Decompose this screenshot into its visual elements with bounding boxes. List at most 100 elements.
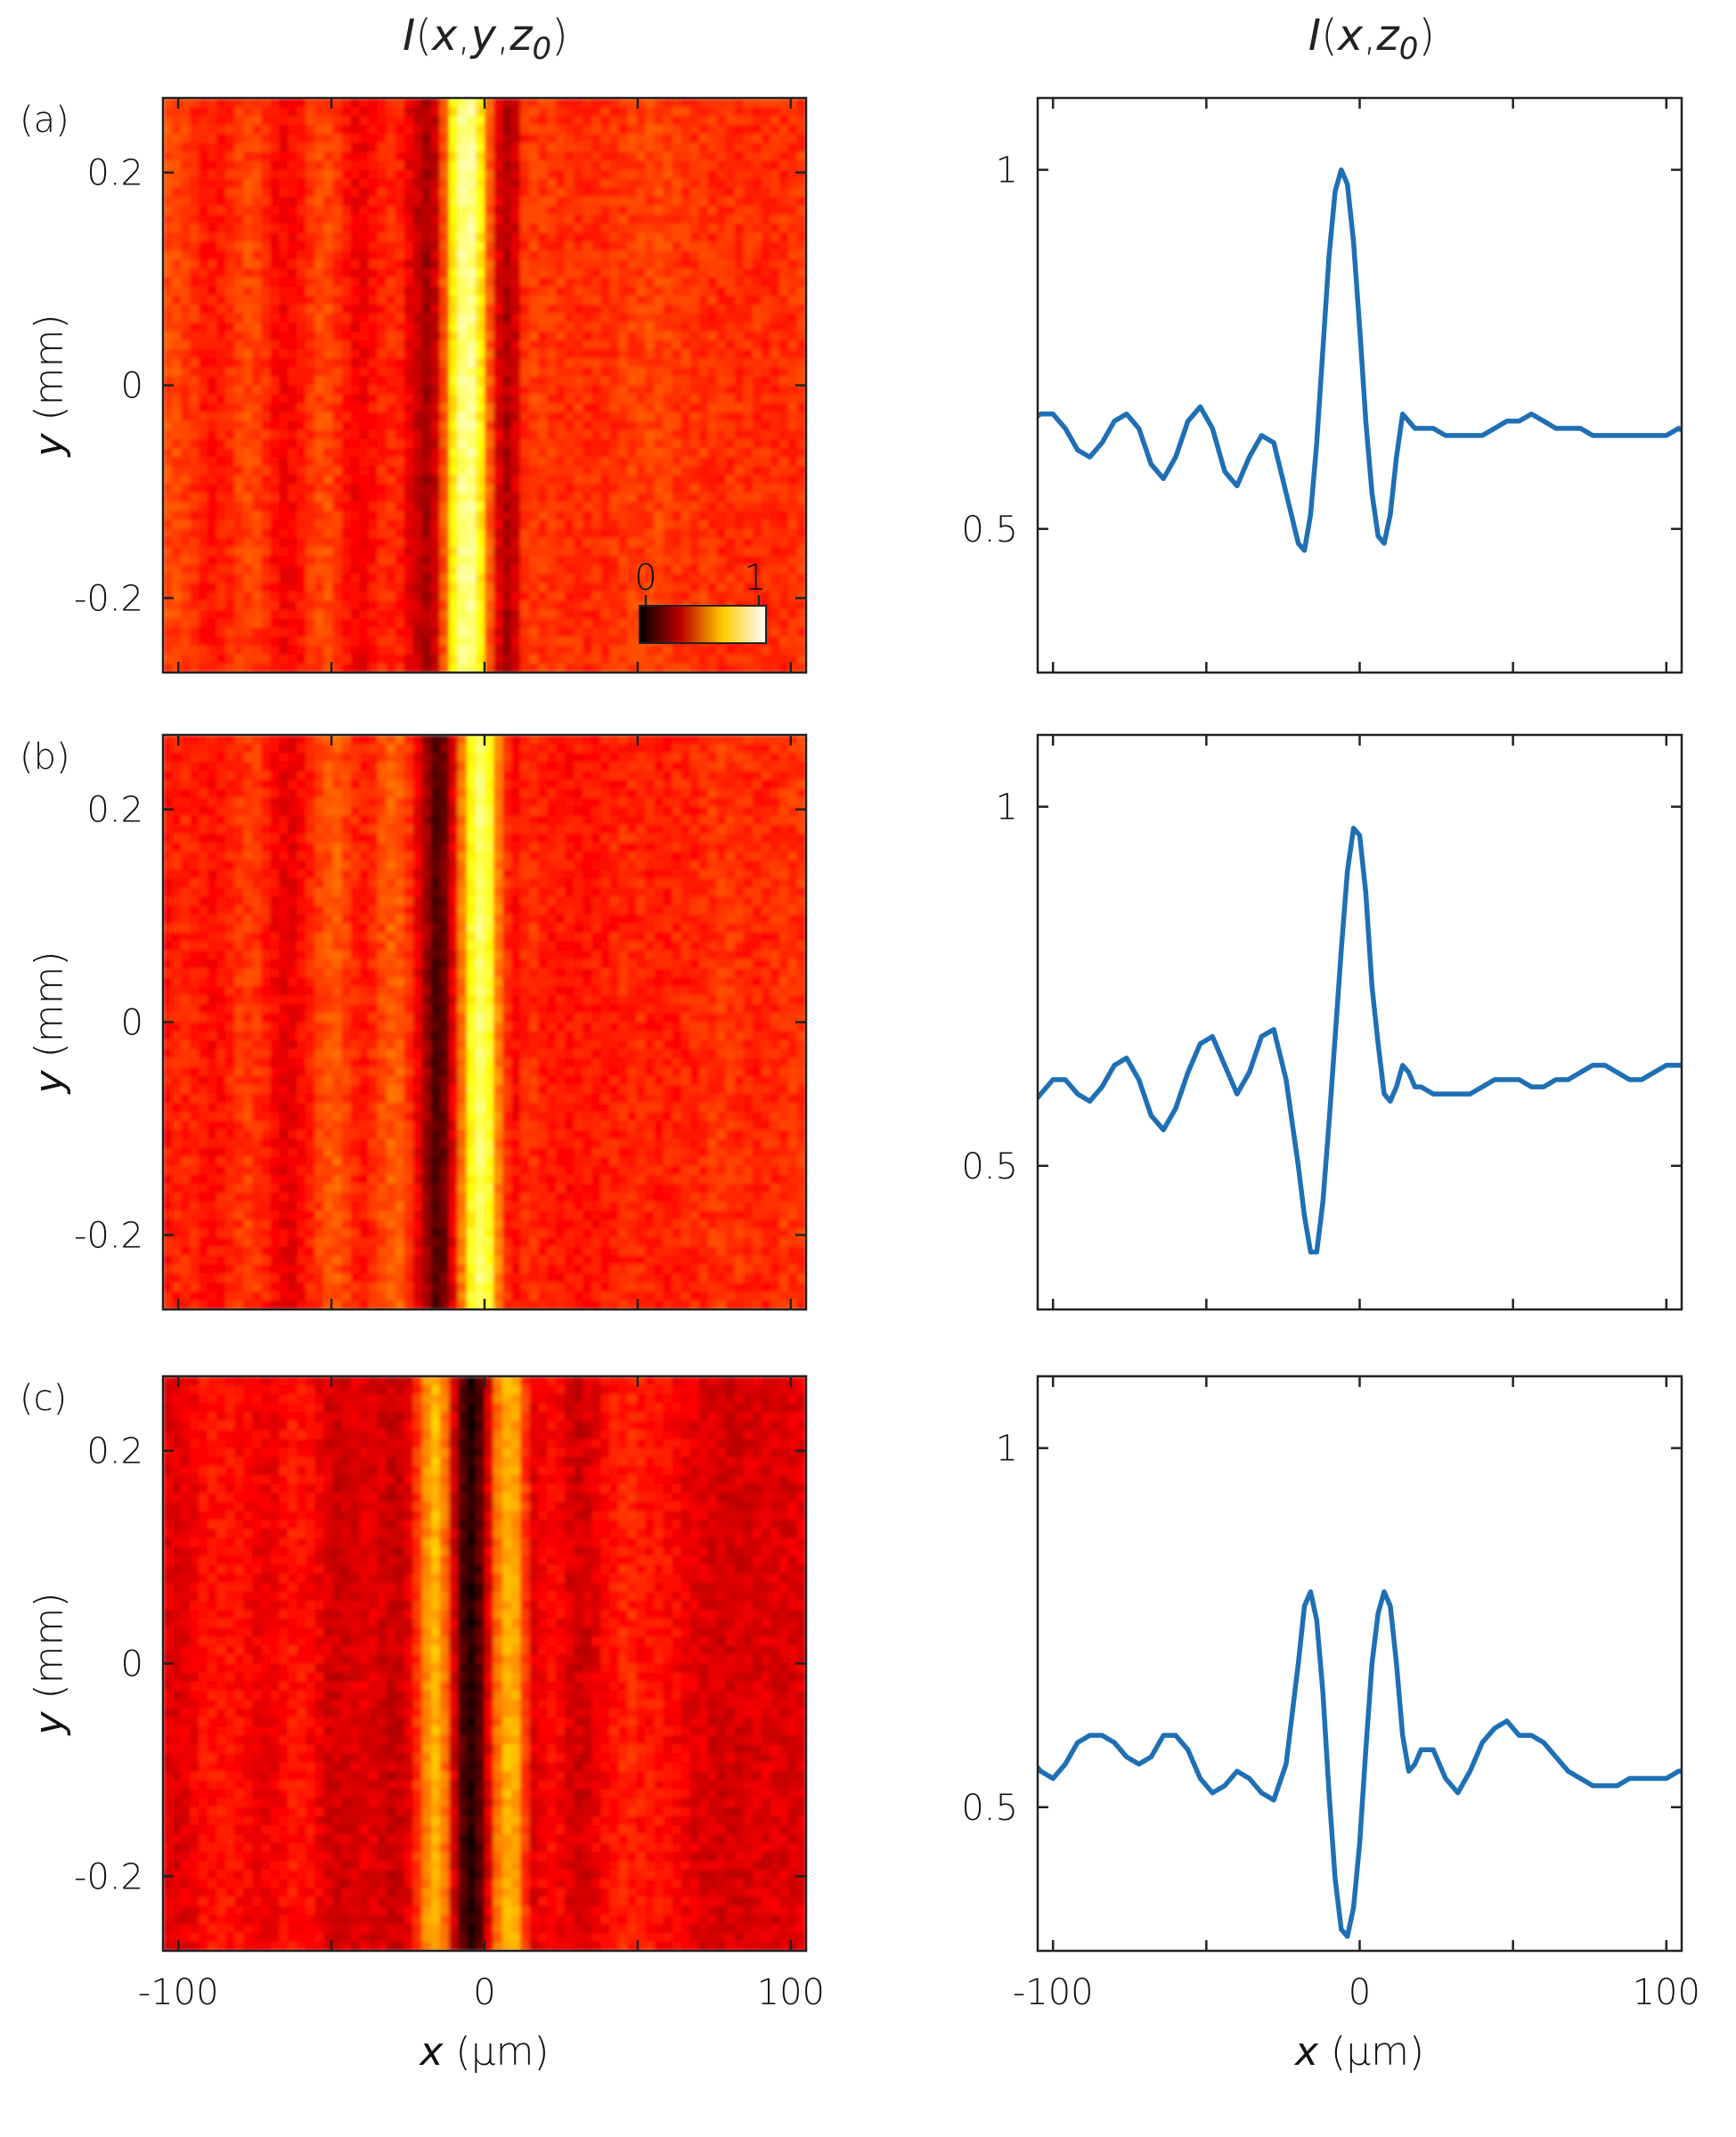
heatmap-cell bbox=[377, 241, 387, 251]
heatmap-cell bbox=[485, 286, 494, 297]
heatmap-cell bbox=[323, 519, 334, 530]
heatmap-cell bbox=[208, 448, 217, 458]
heatmap-cell bbox=[430, 331, 441, 341]
heatmap-cell bbox=[403, 636, 414, 647]
heatmap-cell bbox=[163, 277, 173, 288]
heatmap-cell bbox=[716, 116, 727, 126]
heatmap-cell bbox=[225, 420, 235, 431]
heatmap-cell bbox=[734, 429, 745, 440]
heatmap-cell bbox=[716, 205, 727, 216]
heatmap-cell bbox=[778, 304, 789, 314]
heatmap-cell bbox=[466, 268, 477, 279]
heatmap-cell bbox=[332, 178, 343, 189]
heatmap-cell bbox=[493, 537, 503, 548]
heatmap-cell bbox=[288, 224, 298, 233]
heatmap-cell bbox=[234, 475, 244, 485]
heatmap-cell bbox=[618, 349, 629, 359]
heatmap-cell bbox=[787, 376, 798, 387]
heatmap-cell bbox=[457, 636, 468, 647]
heatmap-cell bbox=[627, 412, 638, 422]
heatmap-cell bbox=[163, 1085, 173, 1095]
heatmap-cell bbox=[654, 313, 664, 323]
heatmap-cell bbox=[243, 169, 253, 180]
heatmap-cell bbox=[796, 241, 807, 251]
heatmap-cell bbox=[663, 98, 673, 108]
heatmap-cell bbox=[698, 295, 709, 306]
heatmap-cell bbox=[216, 349, 226, 359]
heatmap-cell bbox=[172, 367, 182, 378]
heatmap-cell bbox=[529, 250, 539, 261]
heatmap-cell bbox=[761, 322, 771, 332]
heatmap-cell bbox=[279, 107, 289, 117]
heatmap-cell bbox=[743, 340, 754, 350]
heatmap-cell bbox=[618, 358, 629, 368]
heatmap-cell bbox=[350, 143, 361, 153]
heatmap-cell bbox=[681, 268, 691, 279]
heatmap-cell bbox=[770, 528, 780, 539]
heatmap-cell bbox=[618, 224, 629, 233]
heatmap-cell bbox=[511, 457, 521, 467]
heatmap-cell bbox=[368, 583, 379, 592]
heatmap-cell bbox=[270, 134, 280, 143]
heatmap-cell bbox=[556, 187, 566, 198]
heatmap-cell bbox=[493, 367, 503, 378]
heatmap-cell bbox=[386, 187, 396, 198]
heatmap-cell bbox=[600, 160, 610, 171]
heatmap-cell bbox=[654, 224, 664, 233]
heatmap-cell bbox=[556, 205, 566, 216]
heatmap-cell bbox=[547, 98, 557, 108]
heatmap-cell bbox=[225, 107, 235, 117]
heatmap-cell bbox=[297, 116, 307, 126]
heatmap-cell bbox=[627, 627, 638, 638]
heatmap-cell bbox=[297, 349, 307, 359]
heatmap-cell bbox=[636, 385, 647, 396]
heatmap-cell bbox=[475, 259, 485, 270]
heatmap-cell bbox=[430, 187, 441, 198]
heatmap-cell bbox=[216, 636, 226, 647]
heatmap-cell bbox=[529, 457, 539, 467]
heatmap-cell bbox=[689, 331, 700, 341]
heatmap-cell bbox=[457, 116, 468, 126]
heatmap-cell bbox=[609, 574, 620, 583]
heatmap-cell bbox=[556, 546, 566, 557]
heatmap-cell bbox=[448, 268, 459, 279]
heatmap-cell bbox=[323, 583, 334, 592]
heatmap-cell bbox=[350, 232, 361, 242]
heatmap-cell bbox=[288, 340, 298, 350]
heatmap-cell bbox=[778, 457, 789, 467]
heatmap-cell bbox=[493, 116, 503, 126]
heatmap-cell bbox=[225, 565, 235, 575]
heatmap-cell bbox=[350, 268, 361, 279]
heatmap-cell bbox=[636, 304, 647, 314]
heatmap-cell bbox=[707, 322, 718, 332]
heatmap-cell bbox=[565, 232, 575, 242]
heatmap-cell bbox=[288, 250, 298, 261]
heatmap-cell bbox=[529, 519, 539, 530]
heatmap-cell bbox=[654, 537, 664, 548]
heatmap-cell bbox=[199, 125, 208, 135]
heatmap-cell bbox=[752, 259, 762, 270]
heatmap-cell bbox=[234, 160, 244, 171]
heatmap-cell bbox=[591, 224, 601, 233]
heatmap-cell bbox=[279, 295, 289, 306]
heatmap-cell bbox=[618, 116, 629, 126]
heatmap-cell bbox=[663, 385, 673, 396]
heatmap-cell bbox=[475, 349, 485, 359]
heatmap-cell bbox=[332, 394, 343, 404]
heatmap-cell bbox=[600, 448, 610, 458]
heatmap-cell bbox=[199, 519, 208, 530]
heatmap-cell bbox=[377, 609, 387, 620]
heatmap-cell bbox=[243, 340, 253, 350]
heatmap-cell bbox=[752, 565, 762, 575]
heatmap-cell bbox=[199, 1255, 208, 1266]
heatmap-cell bbox=[734, 259, 745, 270]
heatmap-cell bbox=[181, 1165, 191, 1176]
heatmap-cell bbox=[796, 232, 807, 242]
heatmap-cell bbox=[654, 215, 664, 224]
heatmap-cell bbox=[707, 358, 718, 368]
heatmap-cell bbox=[529, 187, 539, 198]
heatmap-cell bbox=[511, 331, 521, 341]
heatmap-cell bbox=[252, 205, 262, 216]
heatmap-cell bbox=[181, 1300, 191, 1310]
heatmap-cell bbox=[199, 869, 208, 879]
